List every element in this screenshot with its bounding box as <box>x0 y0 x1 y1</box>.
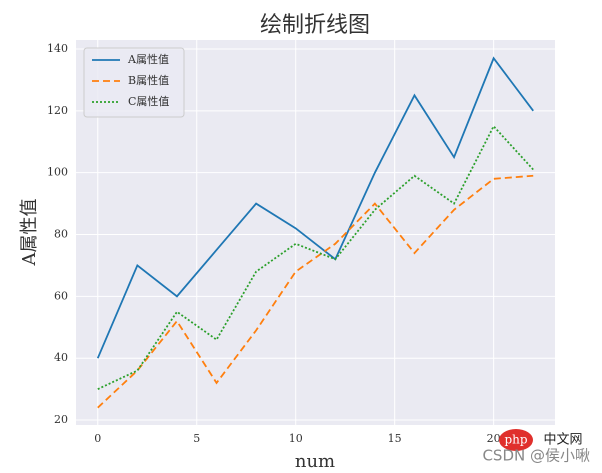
legend: A属性值 B属性值 C属性值 <box>83 47 185 118</box>
watermark: php 中文网 CSDN @侯小啾 <box>482 429 590 465</box>
watermark-logo-bg <box>499 429 533 451</box>
x-tick-label: 5 <box>193 432 200 445</box>
x-tick-label: 15 <box>388 432 402 445</box>
y-tick-label: 140 <box>47 42 68 55</box>
y-tick-label: 80 <box>54 228 68 241</box>
watermark-site: 中文网 <box>543 433 582 448</box>
watermark-credit: CSDN @侯小啾 <box>482 447 590 465</box>
line-series <box>97 174 534 409</box>
legend-label: C属性值 <box>128 94 169 108</box>
legend-box <box>83 47 185 118</box>
legend-label: A属性值 <box>127 52 169 66</box>
y-tick-label: 120 <box>47 104 68 117</box>
watermark-logo: php <box>504 433 527 447</box>
legend-label: B属性值 <box>128 73 169 87</box>
x-axis-label: num <box>295 451 335 472</box>
chart-title: 绘制折线图 <box>260 13 370 38</box>
y-tick-label: 100 <box>47 166 68 179</box>
y-axis-label: A属性值 <box>19 199 40 267</box>
line-series <box>96 56 534 359</box>
y-tick-label: 20 <box>54 413 68 426</box>
x-tick-label: 10 <box>289 432 303 445</box>
x-tick-label: 20 <box>487 432 501 445</box>
y-tick-label: 40 <box>54 351 68 364</box>
x-tick-label: 0 <box>94 432 101 445</box>
y-tick-label: 60 <box>54 289 68 302</box>
